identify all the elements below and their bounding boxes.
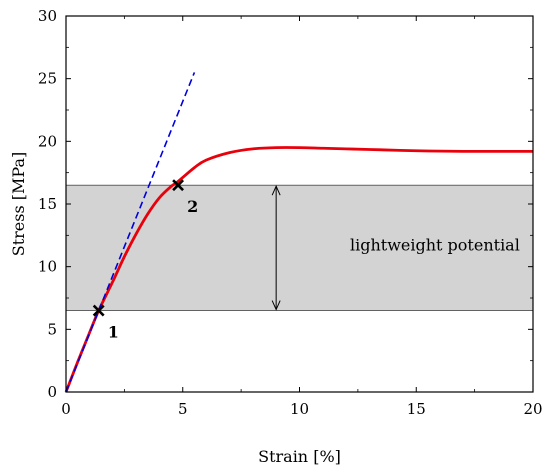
y-tick-label-10: 10 xyxy=(38,258,57,276)
range-arrow-head-bottom xyxy=(271,300,281,311)
y-tick-label-25: 25 xyxy=(38,70,57,88)
x-axis-title: Strain [%] xyxy=(258,447,341,466)
stress-strain-curve xyxy=(64,146,534,393)
y-tick-label-20: 20 xyxy=(38,132,57,150)
marker-x-2 xyxy=(172,179,184,192)
x-tick-label-5: 5 xyxy=(178,400,188,418)
x-tick-label-10: 10 xyxy=(290,400,309,418)
linear-elastic-line xyxy=(65,72,196,393)
x-tick-label-20: 20 xyxy=(523,400,542,418)
y-tick-label-30: 30 xyxy=(38,7,57,25)
x-tick-label-15: 15 xyxy=(407,400,426,418)
lightweight-band xyxy=(65,184,534,311)
marker-label-2: 2 xyxy=(187,197,198,216)
range-arrow-head-top xyxy=(271,184,281,196)
x-tick-label-0: 0 xyxy=(61,400,71,418)
marker-x-1 xyxy=(92,304,105,317)
y-tick-label-5: 5 xyxy=(47,320,57,338)
annotation-0: lightweight potential xyxy=(350,235,520,254)
y-tick-label-15: 15 xyxy=(38,195,57,213)
y-tick-label-0: 0 xyxy=(47,383,57,401)
y-axis-title: Stress [MPa] xyxy=(9,152,28,256)
marker-label-1: 1 xyxy=(108,323,119,342)
